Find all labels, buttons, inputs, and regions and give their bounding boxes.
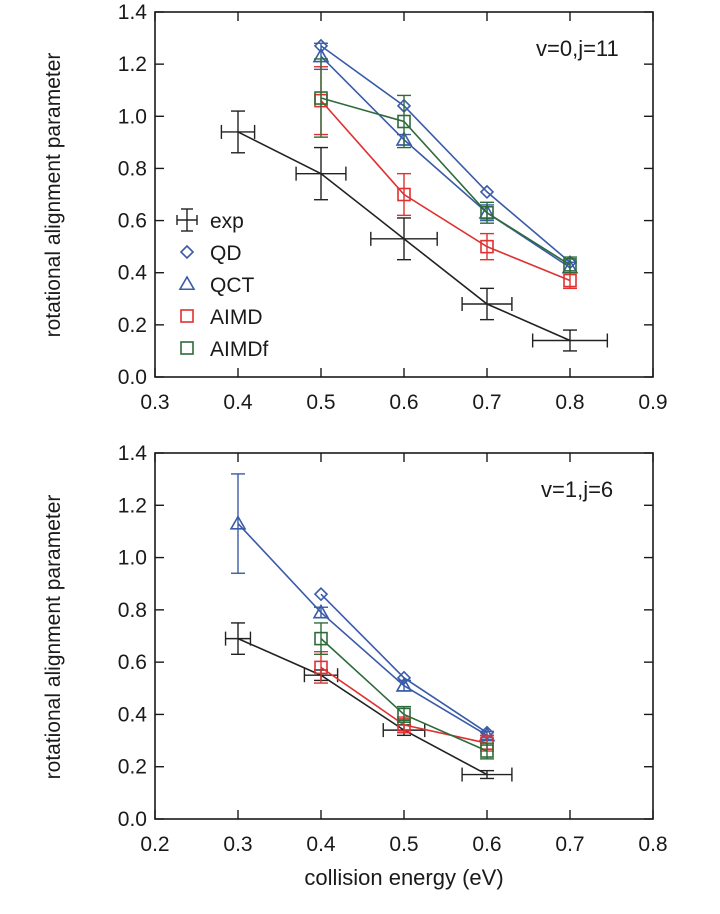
series-layer-2 (224, 473, 513, 782)
legend-symbol-aimd (180, 309, 194, 323)
series-line-aimd-1 (320, 100, 571, 282)
legend-label-exp: exp (210, 210, 244, 233)
y-tick-label-1-7: 1.4 (118, 1, 148, 24)
x-axis-label: collision energy (eV) (304, 865, 503, 890)
panel-2: 0.2 0.3 0.4 0.5 0.6 0.7 0.80.00.20.40.60.81.01… (42, 442, 668, 890)
panel-annotation-2: v=1,j=6 (541, 477, 613, 502)
y-tick-label-2-1: 0.2 (118, 756, 147, 779)
point-aimd-1-2 (480, 239, 494, 254)
point-aimdf-1-1 (397, 114, 411, 129)
y-tick-label-1-5: 1.0 (118, 105, 147, 128)
x-tick-label-2-2: 0.4 (306, 833, 336, 856)
x-tick-label-2-4: 0.6 (472, 833, 501, 856)
point-qd-2-0 (313, 587, 329, 602)
point-aimdf-1-3 (563, 258, 577, 272)
x-tick-label-1-4: 0.7 (472, 391, 501, 414)
y-tick-label-1-3: 0.6 (118, 210, 147, 233)
series-line-exp-2 (237, 637, 488, 776)
series-line-qct-1 (320, 55, 571, 269)
legend-symbol-aimdf (180, 341, 194, 355)
y-tick-label-1-4: 0.8 (118, 157, 147, 180)
y-tick-label-2-3: 0.6 (118, 651, 147, 674)
legend-label-qct: QCT (210, 274, 255, 297)
x-tick-label-1-2: 0.5 (306, 391, 335, 414)
y-tick-label-2-4: 0.8 (118, 599, 147, 622)
x-tick-label-2-6: 0.8 (638, 833, 667, 856)
series-line-aimdf-1 (320, 97, 571, 266)
legend-label-aimd: AIMD (210, 306, 263, 329)
y-axis-label-1: rotational alignment parameter (42, 53, 65, 338)
legend-symbol-qct (178, 275, 196, 291)
series-aimdf-2 (314, 622, 494, 760)
y-tick-label-2-7: 1.4 (118, 442, 148, 465)
y-tick-label-2-0: 0.0 (118, 808, 147, 831)
y-tick-label-1-1: 0.2 (118, 314, 147, 337)
series-line-qd-1 (320, 45, 571, 263)
point-qct-2-2 (395, 677, 413, 692)
x-tick-label-1-1: 0.4 (223, 391, 253, 414)
point-aimd-1-1 (397, 187, 411, 202)
legend-label-aimdf: AIMDf (210, 338, 269, 361)
x-tick-label-1-5: 0.8 (555, 391, 584, 414)
point-qct-2-0 (229, 514, 247, 530)
y-tick-label-1-2: 0.4 (118, 262, 148, 285)
x-tick-label-1-3: 0.6 (389, 391, 418, 414)
x-tick-label-2-5: 0.7 (555, 833, 584, 856)
series-layer-1 (220, 38, 609, 352)
y-tick-label-2-2: 0.4 (118, 703, 148, 726)
gridlayer-1: 0.3 0.4 0.5 0.6 0.7 0.8 0.9 0.0 0.2 0.4 0.6 0.8 1.0 1… (118, 1, 668, 414)
point-aimd-1-3 (563, 273, 577, 288)
point-aimdf-2-2 (480, 744, 494, 758)
y-tick-label-2-5: 1.0 (118, 547, 147, 570)
gridlayer-2: 0.2 0.3 0.4 0.5 0.6 0.7 0.80.00.20.40.60.81.01… (118, 442, 668, 856)
series-aimdf-1 (314, 58, 577, 274)
y-axis-label-2: rotational alignment parameter (42, 495, 65, 780)
point-aimdf-2-1 (397, 707, 411, 722)
series-line-qct-2 (237, 523, 488, 737)
point-aimdf-1-0 (314, 91, 328, 105)
legend: exp QD QCT AIMD AIMDf (176, 208, 269, 361)
y-tick-label-1-6: 1.2 (118, 53, 147, 76)
point-qd-1-2 (479, 184, 495, 200)
legend-label-qd: QD (210, 242, 242, 265)
point-aimdf-1-2 (480, 205, 494, 220)
legend-symbol-qd (179, 244, 195, 260)
point-qct-2-1 (312, 603, 330, 619)
panel-annotation-1: v=0,j=11 (536, 36, 619, 61)
x-tick-label-2-0: 0.2 (140, 833, 169, 856)
x-tick-label-2-3: 0.5 (389, 833, 418, 856)
x-tick-label-2-1: 0.3 (223, 833, 252, 856)
series-qct-2 (229, 473, 496, 742)
point-aimdf-2-0 (314, 631, 328, 646)
y-tick-label-1-0: 0.0 (118, 366, 147, 389)
x-tick-label-1-0: 0.3 (140, 391, 169, 414)
point-aimd-2-0 (314, 660, 328, 675)
series-exp-1 (220, 110, 609, 352)
x-tick-label-1-6: 0.9 (638, 391, 667, 414)
y-tick-label-2-6: 1.2 (118, 494, 147, 517)
panel-1: 0.3 0.4 0.5 0.6 0.7 0.8 0.9 0.0 0.2 0.4 0.6 0.8 1.0 1… (42, 1, 668, 414)
